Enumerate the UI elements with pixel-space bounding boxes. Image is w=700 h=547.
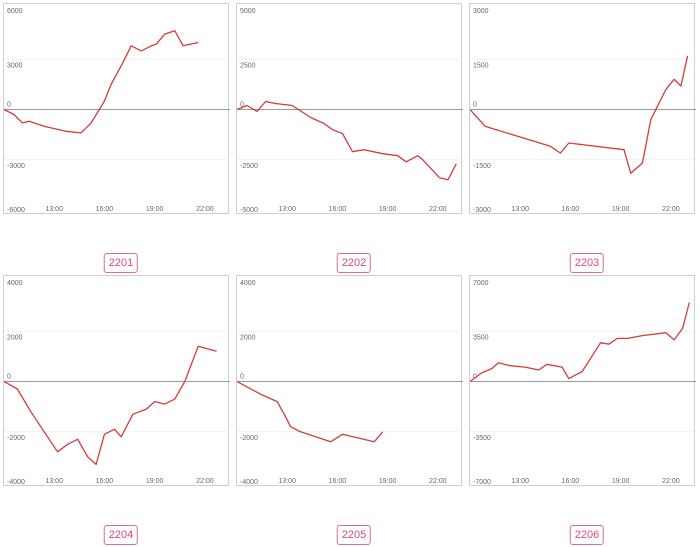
x-tick-label: 13:00: [511, 478, 529, 485]
y-tick-label: 4000: [7, 280, 23, 287]
x-tick-label: 19:00: [379, 206, 397, 213]
y-tick-label: 0: [473, 102, 477, 109]
chart-svg: 5000 2500 0 -2500 -5000 13:00 16:00 19:00 22:00: [237, 8, 463, 214]
x-tick-label: 22:00: [196, 478, 214, 485]
x-tick-label: 22:00: [662, 206, 680, 213]
chart-svg: 7000 3500 0 -3500 -7000 13:00 16:00 19:00 22:00: [470, 280, 696, 486]
y-tick-label: -2000: [7, 435, 25, 442]
chart-svg: 3000 1500 0 -1500 -3000 13:00 16:00 19:00 22:00: [470, 8, 696, 214]
chart-svg: 4000 2000 0 -2000 -4000 13:00 16:00 19:00 22:00: [4, 280, 230, 486]
chart-panel-2206: 7000 3500 0 -3500 -7000 13:00 16:00 19:00 22:00: [469, 275, 696, 486]
x-tick-label: 22:00: [429, 206, 447, 213]
x-tick-label: 19:00: [612, 206, 630, 213]
x-tick-label: 16:00: [96, 478, 114, 485]
y-tick-label: 3000: [473, 8, 489, 15]
chart-label-badge[interactable]: 2202: [336, 253, 372, 273]
y-tick-label: 6000: [7, 8, 23, 15]
y-tick-label: 0: [7, 102, 11, 109]
x-tick-label: 22:00: [429, 478, 447, 485]
chart-label-badge[interactable]: 2203: [569, 253, 605, 273]
x-tick-label: 16:00: [96, 206, 114, 213]
y-tick-label: -7000: [473, 479, 491, 486]
x-tick-label: 19:00: [379, 478, 397, 485]
series-line: [4, 30, 199, 134]
y-tick-label: -4000: [7, 479, 25, 486]
x-tick-label: 19:00: [146, 206, 164, 213]
series-line: [237, 380, 384, 443]
y-tick-label: -1500: [473, 163, 491, 170]
y-tick-label: 0: [473, 374, 477, 381]
y-tick-label: 0: [7, 374, 11, 381]
y-tick-label: 2000: [240, 334, 256, 341]
y-tick-label: 2000: [7, 334, 23, 341]
y-tick-label: -5000: [240, 207, 258, 214]
y-tick-label: -4000: [240, 479, 258, 486]
chart-label-badge[interactable]: 2205: [336, 525, 372, 545]
y-tick-label: -6000: [7, 207, 25, 214]
x-tick-label: 13:00: [45, 478, 63, 485]
y-tick-label: -3500: [473, 435, 491, 442]
chart-panel-2202: 5000 2500 0 -2500 -5000 13:00 16:00 19:00 22:00: [236, 3, 463, 214]
x-tick-label: 13:00: [278, 206, 296, 213]
y-tick-label: -2500: [240, 163, 258, 170]
y-tick-label: -3000: [7, 163, 25, 170]
y-tick-label: -2000: [240, 435, 258, 442]
x-tick-label: 16:00: [562, 478, 580, 485]
x-tick-label: 13:00: [278, 478, 296, 485]
chart-label-badge[interactable]: 2201: [103, 253, 139, 273]
chart-panel-2204: 4000 2000 0 -2000 -4000 13:00 16:00 19:00 22:00: [3, 275, 230, 486]
chart-panel-2201: 6000 3000 0 -3000 -6000 13:00 16:00 19:00 22:00: [3, 3, 230, 214]
y-tick-label: -3000: [473, 207, 491, 214]
series-line: [237, 100, 457, 181]
series-line: [470, 55, 689, 174]
chart-label-badge[interactable]: 2206: [569, 525, 605, 545]
chart-panel-2203: 3000 1500 0 -1500 -3000 13:00 16:00 19:00 22:00: [469, 3, 696, 214]
y-tick-label: 5000: [240, 8, 256, 15]
y-tick-label: 1500: [473, 62, 489, 69]
y-tick-label: 4000: [240, 280, 256, 287]
y-tick-label: 0: [240, 374, 244, 381]
chart-panel-2205: 4000 2000 0 -2000 -4000 13:00 16:00 19:00 22:00: [236, 275, 463, 486]
series-line: [4, 345, 217, 466]
x-tick-label: 22:00: [196, 206, 214, 213]
x-tick-label: 16:00: [329, 206, 347, 213]
x-tick-label: 16:00: [329, 478, 347, 485]
y-tick-label: 3000: [7, 62, 23, 69]
chart-svg: 4000 2000 0 -2000 -4000 13:00 16:00 19:00 22:00: [237, 280, 463, 486]
chart-svg: 6000 3000 0 -3000 -6000 13:00 16:00 19:00 22:00: [4, 8, 230, 214]
chart-label-badge[interactable]: 2204: [103, 525, 139, 545]
y-tick-label: 7000: [473, 280, 489, 287]
y-tick-label: 2500: [240, 62, 256, 69]
x-tick-label: 22:00: [662, 478, 680, 485]
x-tick-label: 19:00: [146, 478, 164, 485]
y-tick-label: 0: [240, 102, 244, 109]
series-line: [470, 302, 690, 383]
x-tick-label: 13:00: [511, 206, 529, 213]
x-tick-label: 19:00: [612, 478, 630, 485]
x-tick-label: 16:00: [562, 206, 580, 213]
y-tick-label: 3500: [473, 334, 489, 341]
x-tick-label: 13:00: [45, 206, 63, 213]
